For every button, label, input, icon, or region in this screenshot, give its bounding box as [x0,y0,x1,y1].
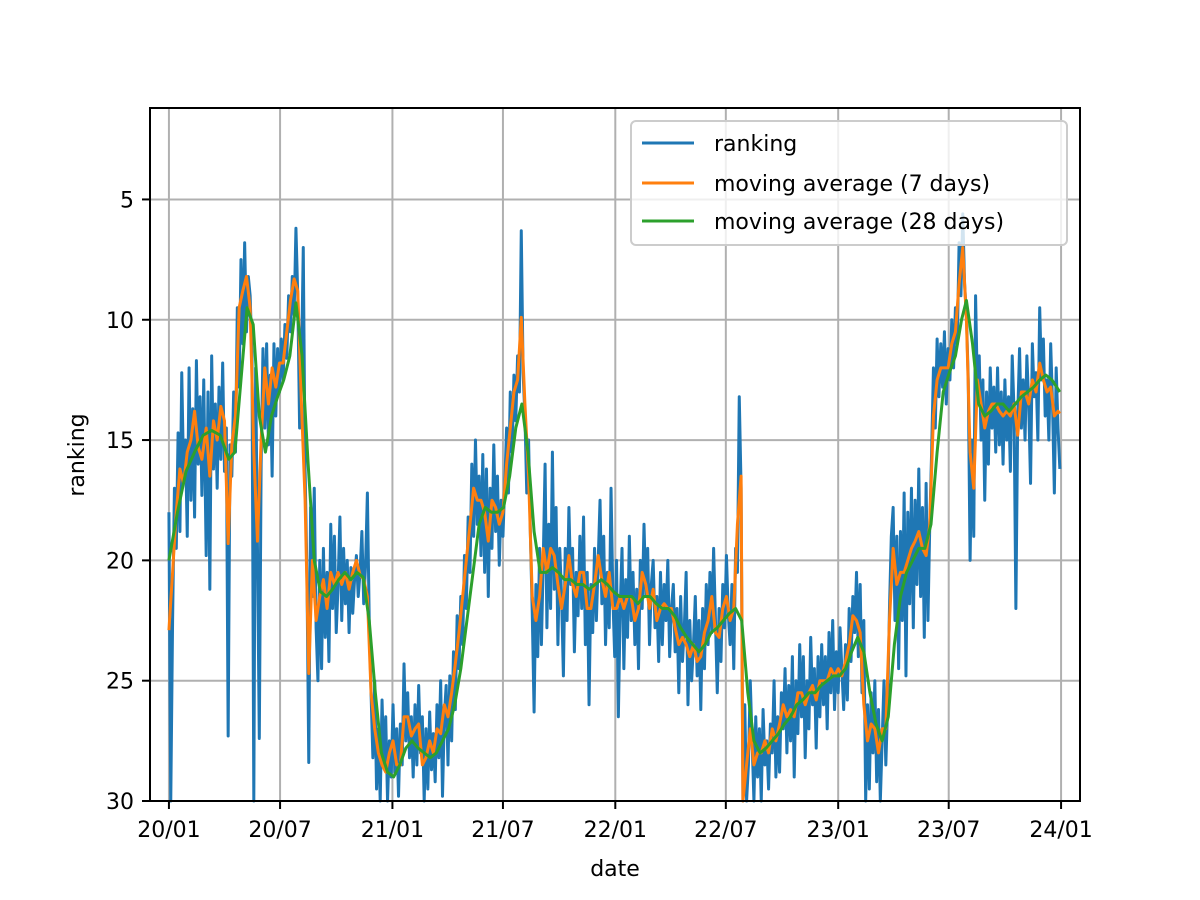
series-lines [167,212,1062,803]
x-tick-label: 22/07 [694,818,757,843]
legend: ranking moving average (7 days) moving a… [630,120,1068,246]
y-tick-label: 15 [106,429,134,454]
series-ma7-line [167,246,1062,803]
y-tick-label: 20 [106,549,134,574]
y-axis-ticks: 5 10 15 20 25 30 [106,188,150,815]
x-tick-label: 24/01 [1029,818,1092,843]
x-tick-label: 22/01 [584,818,647,843]
y-tick-label: 25 [106,670,134,695]
x-tick-label: 21/07 [471,818,534,843]
y-axis-label: ranking [65,413,90,496]
series-ma28-line [167,299,1062,779]
x-tick-label: 20/01 [137,818,200,843]
x-tick-label: 20/07 [248,818,311,843]
x-tick-label: 23/01 [806,818,869,843]
legend-box [630,120,1068,246]
x-axis-ticks: 20/01 20/07 21/01 21/07 22/01 22/07 23/01 23/07… [137,801,1093,843]
legend-label-ma7: moving average (7 days) [714,172,990,197]
x-axis-label: date [590,857,640,882]
y-tick-label: 10 [106,309,134,334]
x-tick-label: 23/07 [917,818,980,843]
y-tick-label: 30 [106,790,134,815]
legend-label-ma28: moving average (28 days) [714,210,1004,235]
y-tick-label: 5 [120,188,134,213]
x-tick-label: 21/01 [361,818,424,843]
series-ranking-line [167,212,1062,803]
legend-label-ranking: ranking [714,132,797,157]
